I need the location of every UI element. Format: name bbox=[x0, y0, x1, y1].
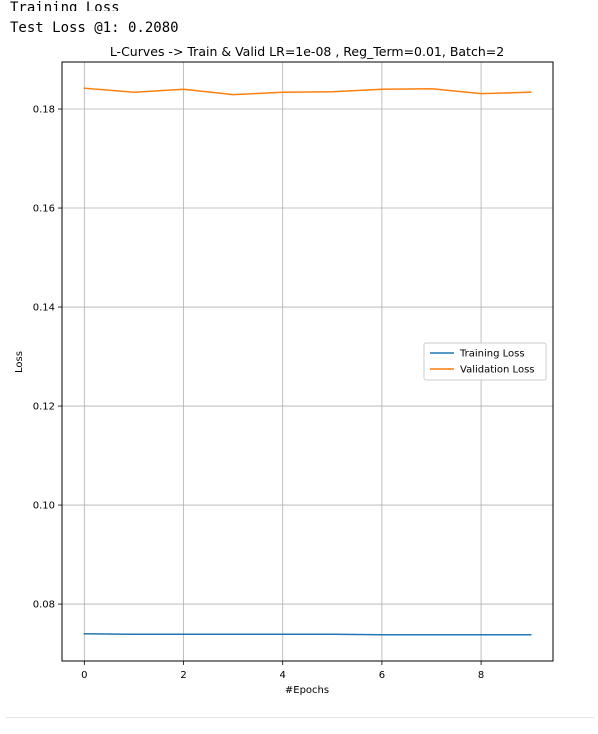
training-loss-line bbox=[83, 633, 532, 636]
x-tick-label: 8 bbox=[478, 670, 484, 681]
legend-box bbox=[423, 342, 547, 381]
y-tick-label: 0.16 bbox=[33, 204, 55, 215]
series-layer bbox=[83, 87, 532, 636]
cell-divider bbox=[6, 717, 594, 718]
y-tick-label: 0.08 bbox=[33, 600, 55, 611]
clipped-output-line: Training Loss bbox=[10, 0, 120, 11]
x-tick-label: 6 bbox=[379, 670, 385, 681]
legend: Training Loss Validation Loss bbox=[423, 342, 547, 381]
validation-loss-line bbox=[83, 87, 532, 96]
x-tick-label: 2 bbox=[180, 670, 186, 681]
test-loss-output: Test Loss @1: 0.2080 bbox=[10, 20, 179, 36]
x-tick-label: 0 bbox=[81, 670, 87, 681]
y-tick-label: 0.12 bbox=[33, 402, 55, 413]
x-axis-label: #Epochs bbox=[285, 685, 329, 696]
y-tick-label: 0.10 bbox=[33, 501, 55, 512]
y-tick-label: 0.18 bbox=[33, 105, 55, 116]
legend-label: Training Loss bbox=[459, 349, 525, 360]
chart-title: L-Curves -> Train & Valid LR=1e-08 , Reg… bbox=[110, 44, 504, 59]
plot-frame bbox=[61, 61, 554, 662]
legend-label: Validation Loss bbox=[460, 365, 535, 376]
y-tick-label: 0.14 bbox=[33, 303, 55, 314]
y-axis-label: Loss bbox=[14, 351, 25, 373]
tick-layer: 0 2 4 6 8 0.08 0.10 0.12 0.14 0.16 0.18 bbox=[33, 105, 485, 681]
axes-layer bbox=[61, 61, 554, 662]
x-tick-label: 4 bbox=[280, 670, 286, 681]
grid-lines bbox=[62, 62, 553, 661]
